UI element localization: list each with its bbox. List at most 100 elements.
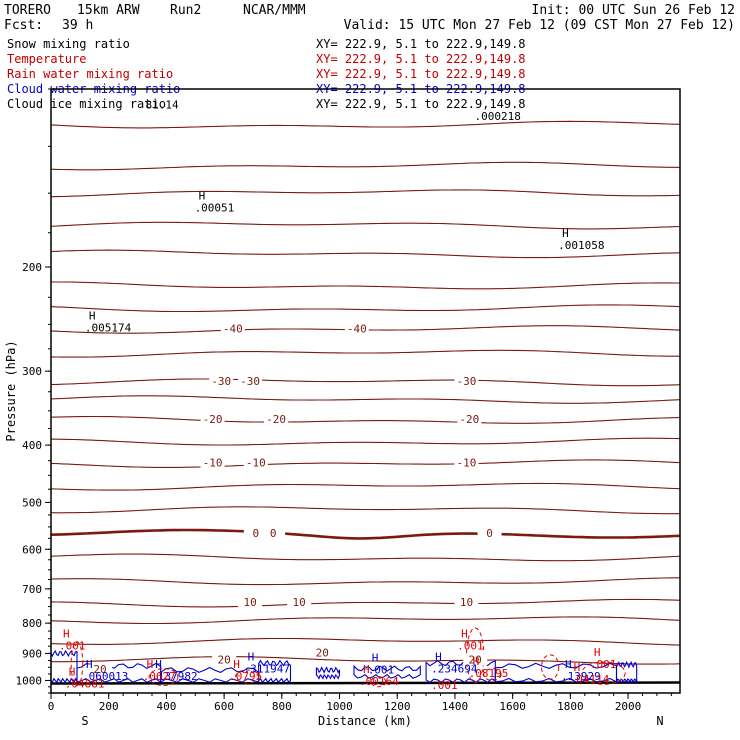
y-tick-label: 600 [22, 543, 42, 556]
extremum-marker: H [147, 658, 154, 671]
extremum-value: .005174 [85, 321, 132, 334]
run-name: Run2 [170, 3, 201, 18]
cloud-water-contour [258, 659, 292, 684]
extremum-value: .001 [431, 679, 458, 692]
temperature-label-bg [261, 526, 286, 539]
extremum-value: .04114 [570, 673, 610, 686]
extremum-value: .00164 [359, 675, 399, 688]
cloud-water-contours [50, 649, 638, 684]
extremum-marker: H [63, 628, 70, 641]
x-tick-label: 200 [99, 700, 119, 713]
forecast-hours: 39 h [62, 18, 93, 33]
extremum-marker: H [233, 658, 240, 671]
temperature-label: -30 [240, 375, 260, 388]
temperature-contour-line [50, 395, 681, 404]
extremum-marker: H [372, 651, 379, 664]
temperature-label-bg [220, 322, 245, 335]
rain-water-contour [370, 676, 387, 688]
cloud-water-contour [315, 666, 341, 680]
legend-field-xy: XY= 222.9, 5.1 to 222.9,149.8 [316, 37, 526, 51]
temperature-label-bg [477, 526, 502, 539]
temperature-label: -30 [211, 375, 231, 388]
south-end-label: S [81, 714, 88, 728]
temperature-contour-line [50, 161, 681, 171]
extremum-value: .001 [590, 658, 617, 671]
temperature-label-bg [454, 375, 479, 388]
extremum-value: .311947 [244, 663, 290, 676]
temperature-label-bg [264, 413, 289, 426]
rain-water-contour [581, 661, 626, 685]
temperature-label: -40 [347, 322, 367, 335]
extremum-value: .001 [368, 663, 395, 676]
extremum-value: .000218 [474, 110, 520, 123]
temperature-label-bg [463, 653, 488, 666]
model-resolution: 15km ARW [77, 3, 140, 18]
y-tick-label: 200 [22, 261, 42, 274]
surface-line [50, 681, 681, 685]
temperature-contour-line [50, 304, 681, 313]
init-time: Init: 00 UTC Sun 26 Feb 12 [532, 3, 736, 18]
extremum-value: .060013 [82, 670, 128, 683]
y-tick-label: 700 [22, 583, 42, 596]
x-tick-label: 800 [272, 700, 292, 713]
temperature-label-bg [88, 662, 113, 675]
temperature-contour-line [50, 577, 680, 586]
field-legend: Snow mixing ratio XY= 222.9, 5.1 to 222.9… [7, 37, 526, 111]
extremum-value: .137982 [151, 670, 197, 683]
temperature-label-bg [238, 375, 263, 388]
extremum-value: .234694 [431, 663, 478, 676]
rain-water-contours [70, 627, 626, 688]
temperature-contour-line [50, 616, 681, 625]
temperature-label: 20 [93, 663, 106, 676]
legend-field-xy: XY= 222.9, 5.1 to 222.9,149.8 [316, 67, 526, 81]
extremum-value: .08195 [469, 667, 509, 680]
extremum-marker: H [86, 658, 93, 671]
temperature-contour-line [50, 637, 681, 646]
legend-field-name: Rain water mixing ratio [7, 67, 173, 81]
x-tick-label: 1000 [326, 700, 353, 713]
temperature-label-bg [238, 596, 263, 609]
x-tick-label: 2000 [615, 700, 642, 713]
rain-water-contour [235, 669, 260, 684]
temperature-contour-line [50, 189, 681, 198]
temperature-label-bg [287, 596, 312, 609]
temperature-label: -20 [459, 413, 479, 426]
extremum-marker: H [435, 651, 442, 664]
x-tick-label: 1800 [557, 700, 584, 713]
y-tick-label: 900 [22, 647, 42, 660]
temperature-label: 0 [253, 527, 260, 540]
rain-water-contour [483, 668, 502, 681]
legend-field-name: Cloud ice mixing ratio [7, 97, 166, 111]
temperature-label-bg [212, 653, 237, 666]
x-axis-label: Distance (km) [318, 714, 412, 728]
y-tick-label: 400 [22, 439, 42, 452]
temperature-contours [50, 120, 681, 685]
extremum-marker: H [199, 190, 206, 203]
temperature-contour-line [50, 598, 681, 608]
forecast-label: Fcst: [4, 18, 43, 33]
temperature-label: 20 [469, 653, 482, 666]
temperature-contour-line [50, 249, 681, 259]
temperature-label: -20 [203, 413, 223, 426]
extremum-value: .001058 [558, 239, 604, 252]
extremum-marker: H [89, 309, 96, 322]
temperature-label-bg [200, 456, 225, 469]
temperature-label-bg [454, 456, 479, 469]
extremum-marker: H [155, 658, 162, 671]
temperature-label: -10 [457, 457, 477, 470]
extremum-marker: H [461, 628, 468, 641]
temperature-contour-line [50, 221, 681, 230]
temperature-label: 0 [486, 527, 493, 540]
temperature-contour-line [51, 656, 681, 665]
y-axis: 200 300 400 500 600 700 800 900 1000 [16, 88, 51, 694]
x-tick-label: 1400 [442, 700, 469, 713]
temperature-contour-line [51, 281, 680, 290]
extremum-value: .001 [59, 640, 86, 653]
x-tick-label: 0 [48, 700, 55, 713]
temperature-label: -20 [266, 413, 286, 426]
temperature-label: -40 [223, 322, 243, 335]
temperature-contour-line [50, 437, 681, 446]
temperature-label: -30 [457, 375, 477, 388]
temperature-label: 10 [243, 596, 256, 609]
temperature-contour-line [50, 378, 681, 387]
